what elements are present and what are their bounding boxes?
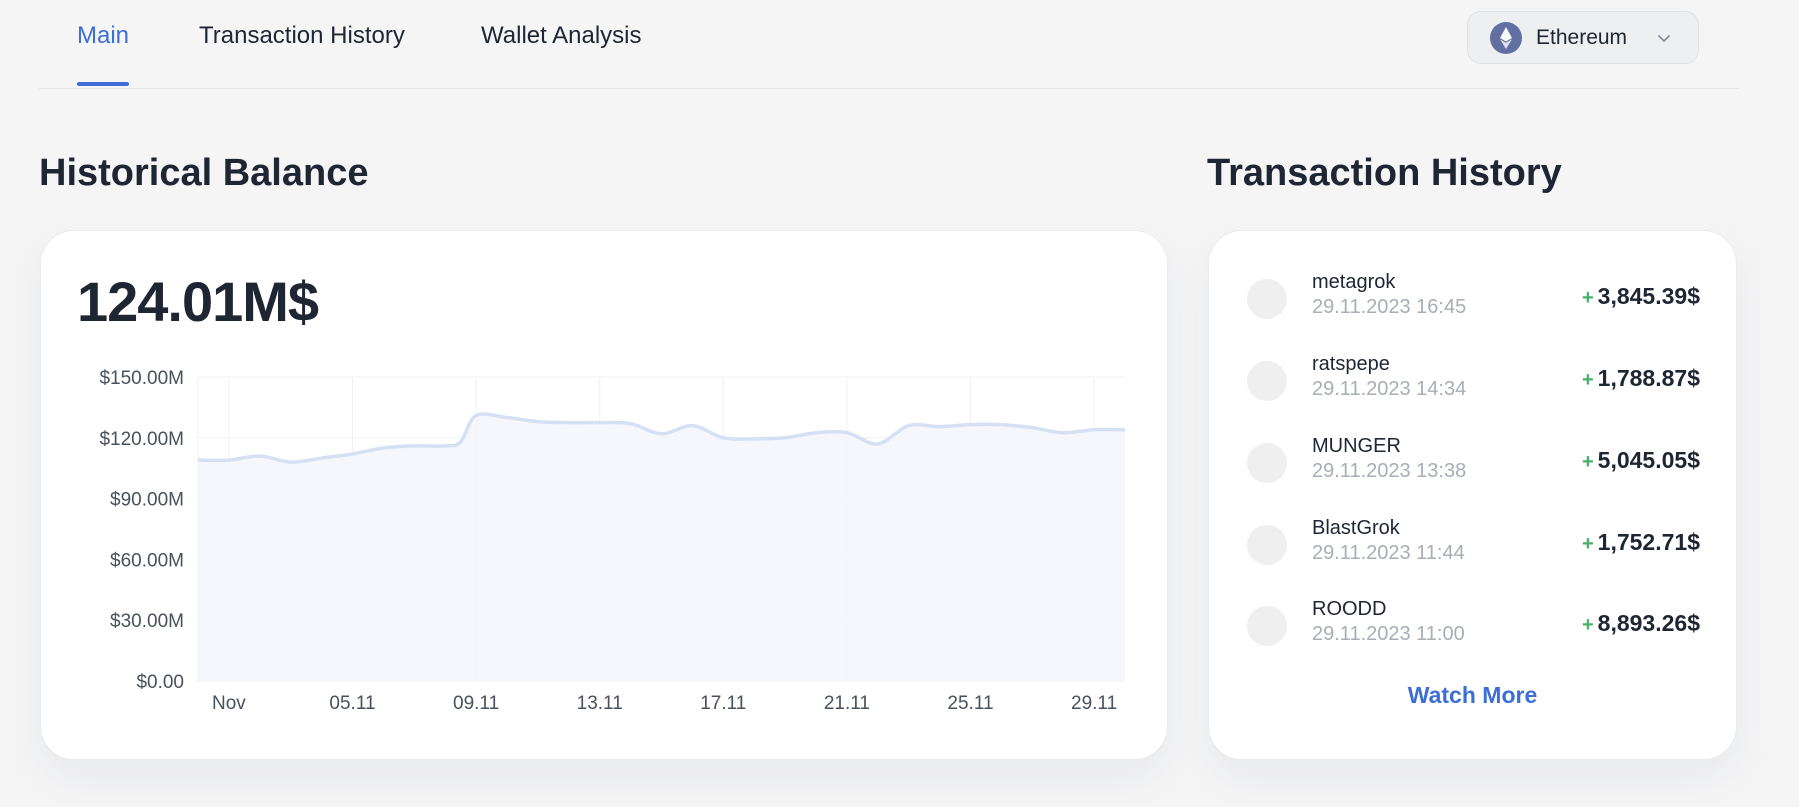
balance-chart: $0.00 $30.00M $60.00M $90.00M $120.00M $150.0… (99, 368, 1126, 714)
transaction-amount: +3,845.39$ (1582, 283, 1700, 310)
token-avatar (1247, 361, 1287, 401)
y-tick-label: $60.00M (110, 550, 184, 571)
transaction-date: 29.11.2023 13:38 (1312, 460, 1467, 482)
transaction-row[interactable]: BlastGrok 29.11.2023 11:44 +1,752.71$ (1209, 517, 1736, 577)
token-avatar (1247, 525, 1287, 565)
amount-value: 1,788.87$ (1597, 365, 1700, 391)
positive-sign: + (1581, 451, 1594, 473)
token-avatar (1247, 443, 1287, 483)
amount-value: 3,845.39$ (1597, 283, 1700, 309)
y-tick-label: $150.00M (99, 368, 184, 389)
transaction-amount: +8,893.26$ (1582, 610, 1700, 637)
historical-balance-heading: Historical Balance (39, 152, 369, 194)
tab-wallet-analysis[interactable]: Wallet Analysis (481, 22, 642, 49)
balance-area (198, 413, 1125, 681)
transaction-row[interactable]: MUNGER 29.11.2023 13:38 +5,045.05$ (1209, 435, 1736, 495)
transaction-name: MUNGER (1312, 435, 1401, 457)
active-tab-indicator (77, 82, 129, 86)
transaction-name: ROODD (1312, 598, 1387, 620)
transactions-card: metagrok 29.11.2023 16:45 +3,845.39$ ratspe… (1208, 230, 1737, 760)
positive-sign: + (1581, 533, 1594, 555)
y-tick-label: $0.00 (136, 672, 184, 693)
transaction-name: metagrok (1312, 271, 1396, 293)
y-tick-label: $90.00M (110, 490, 184, 511)
y-tick-label: $30.00M (110, 611, 184, 632)
y-tick-label: $120.00M (99, 429, 184, 450)
transaction-history-heading: Transaction History (1207, 152, 1562, 194)
positive-sign: + (1581, 614, 1594, 636)
transaction-name: BlastGrok (1312, 517, 1400, 539)
network-select[interactable]: Ethereum (1467, 11, 1699, 64)
transaction-date: 29.11.2023 14:34 (1312, 378, 1467, 400)
amount-value: 8,893.26$ (1597, 610, 1700, 636)
balance-line (197, 412, 1126, 464)
watch-more-link[interactable]: Watch More (1407, 682, 1538, 708)
top-navigation (39, 0, 1739, 89)
x-tick-label: 29.11 (1071, 693, 1117, 714)
x-tick-label: 21.11 (824, 693, 870, 714)
transaction-date: 29.11.2023 11:00 (1312, 623, 1465, 645)
tab-transaction-history[interactable]: Transaction History (199, 22, 405, 49)
chevron-down-icon (1658, 35, 1670, 42)
positive-sign: + (1581, 287, 1594, 309)
token-avatar (1247, 279, 1287, 319)
network-label: Ethereum (1536, 26, 1628, 49)
x-tick-label: 05.11 (329, 693, 375, 714)
transaction-amount: +1,752.71$ (1582, 529, 1700, 556)
x-tick-label: 17.11 (700, 693, 746, 714)
x-tick-label: 09.11 (453, 693, 499, 714)
transaction-row[interactable]: metagrok 29.11.2023 16:45 +3,845.39$ (1209, 271, 1736, 331)
x-tick-label: Nov (212, 693, 246, 714)
tab-main[interactable]: Main (77, 22, 130, 49)
transaction-name: ratspepe (1312, 353, 1390, 375)
total-balance: 124.01M$ (77, 270, 319, 333)
transaction-row[interactable]: ROODD 29.11.2023 11:00 +8,893.26$ (1209, 598, 1736, 658)
transaction-row[interactable]: ratspepe 29.11.2023 14:34 +1,788.87$ (1209, 353, 1736, 413)
transaction-amount: +5,045.05$ (1582, 447, 1700, 474)
x-tick-label: 25.11 (947, 693, 993, 714)
transaction-amount: +1,788.87$ (1582, 365, 1700, 392)
balance-card: 124.01M$ $0.00 $30.00M $60.00M $90.00M $120.… (40, 230, 1168, 760)
amount-value: 1,752.71$ (1597, 529, 1700, 555)
token-avatar (1247, 606, 1287, 646)
x-tick-label: 13.11 (577, 693, 623, 714)
amount-value: 5,045.05$ (1597, 447, 1700, 473)
transaction-date: 29.11.2023 16:45 (1312, 296, 1467, 318)
ethereum-icon (1490, 22, 1522, 54)
transaction-date: 29.11.2023 11:44 (1312, 542, 1465, 564)
positive-sign: + (1581, 369, 1594, 391)
